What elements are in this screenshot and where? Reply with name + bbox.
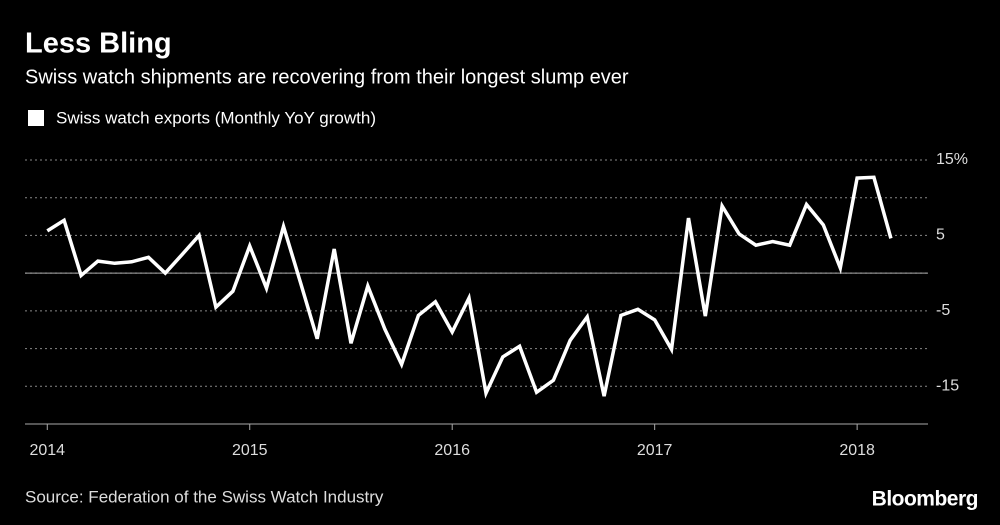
brand: Bloomberg: [872, 488, 978, 511]
y-tick-label: -5: [936, 302, 950, 319]
x-tick-label: 2014: [29, 442, 65, 459]
y-tick-label: -15: [936, 378, 959, 395]
source: Source: Federation of the Swiss Watch In…: [25, 487, 384, 506]
chart-title: Less Bling: [25, 28, 172, 60]
x-tick-label: 2015: [232, 442, 268, 459]
x-tick-label: 2016: [434, 442, 470, 459]
y-tick-label: 15%: [936, 151, 968, 168]
chart-subtitle: Swiss watch shipments are recovering fro…: [25, 66, 629, 88]
data-line: [46, 175, 893, 399]
legend-label: Swiss watch exports (Monthly YoY growth): [56, 108, 376, 127]
x-tick-label: 2017: [637, 442, 673, 459]
x-tick-label: 2018: [839, 442, 875, 459]
y-tick-label: 5: [936, 227, 945, 244]
legend-swatch: [28, 110, 44, 126]
